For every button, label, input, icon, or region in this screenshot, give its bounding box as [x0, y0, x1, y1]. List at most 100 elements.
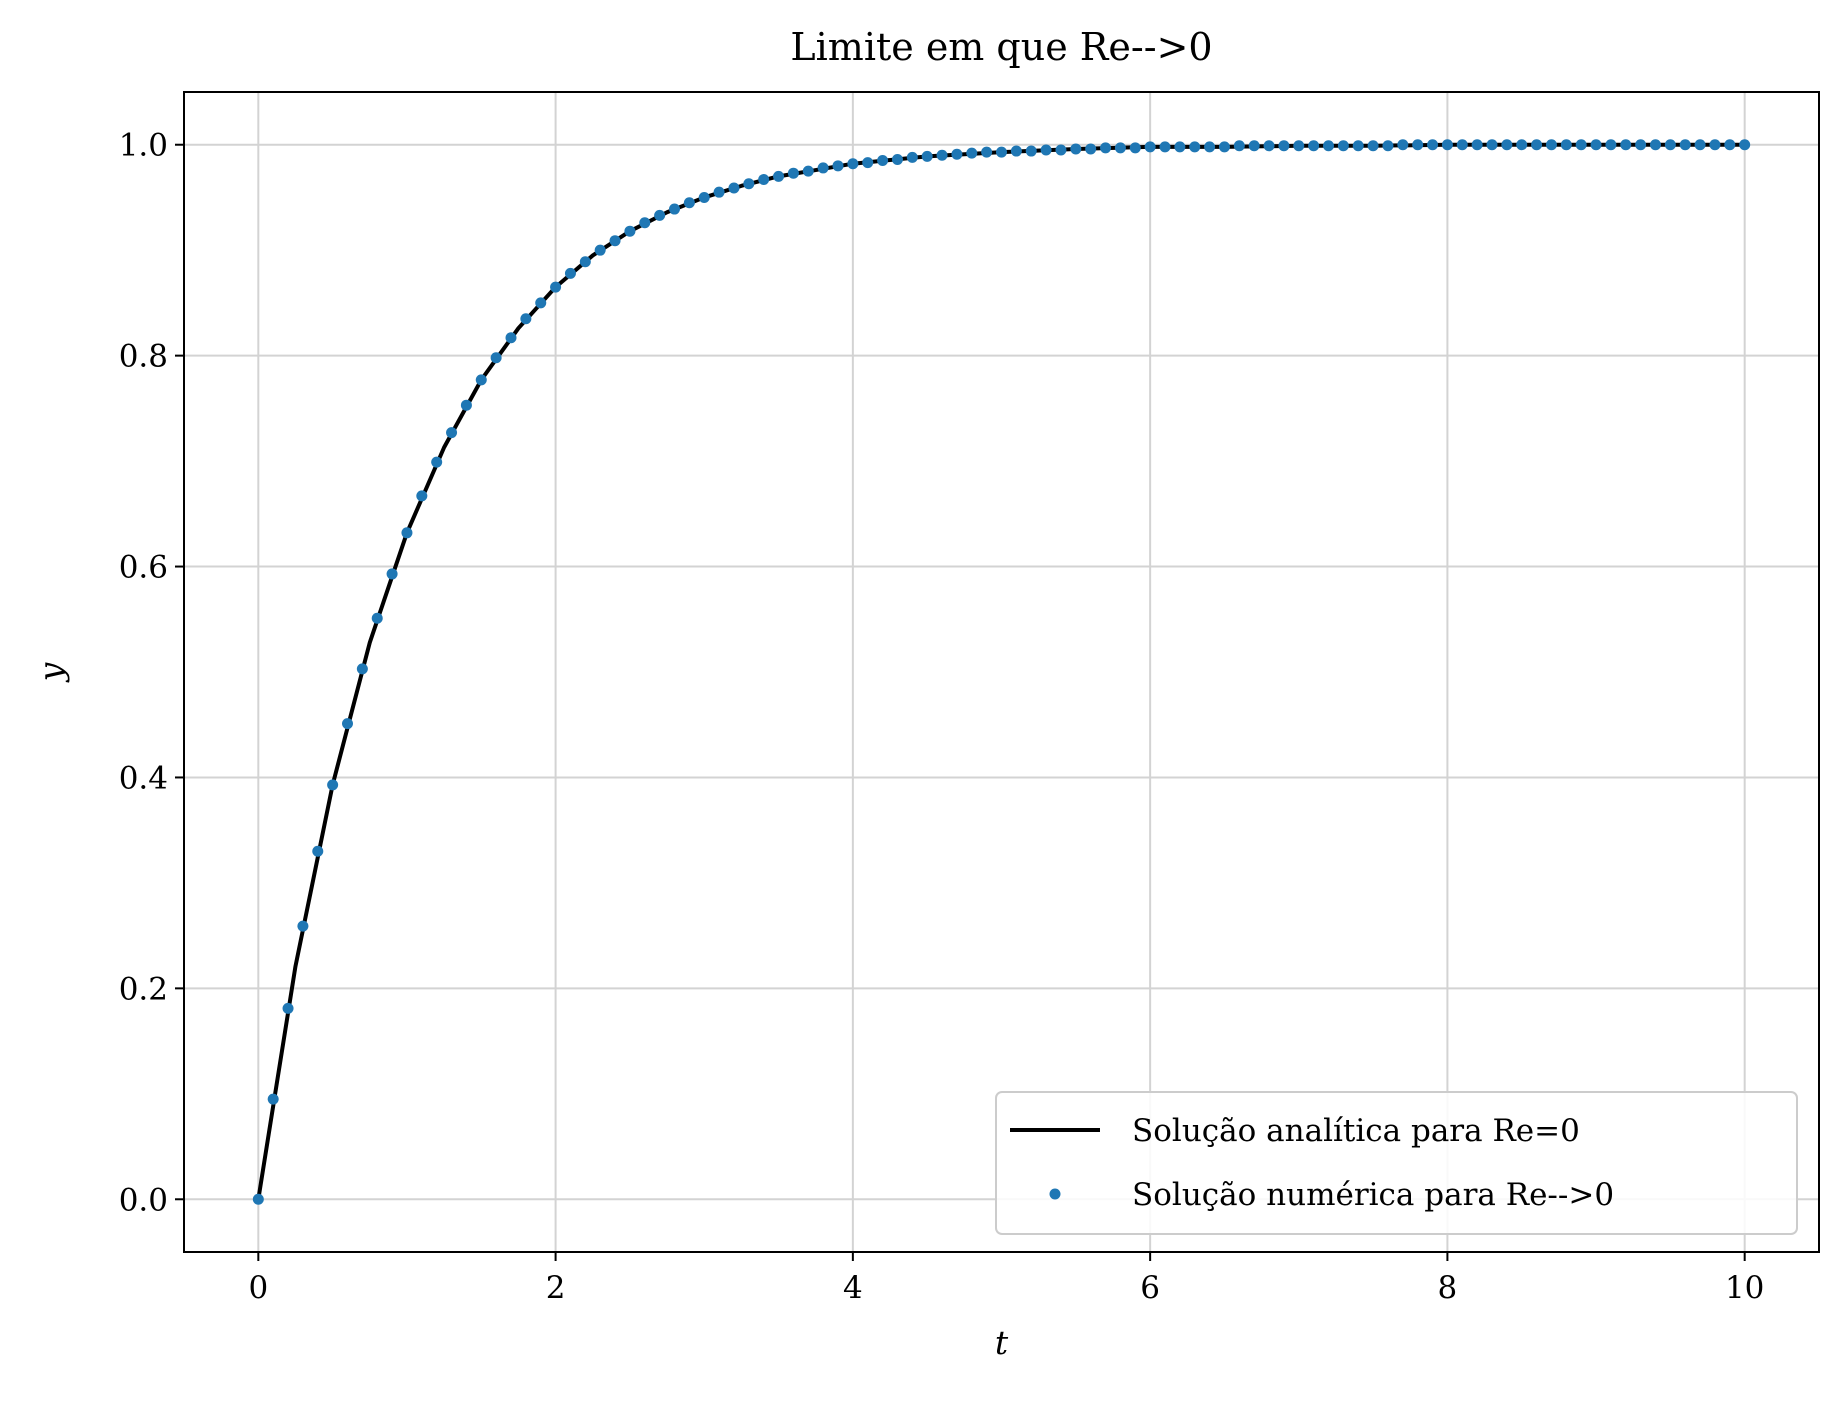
- x-tick-label: 6: [1140, 1270, 1160, 1306]
- numerical-solution-point: [1204, 141, 1216, 153]
- numerical-solution-point: [1516, 139, 1528, 151]
- numerical-solution-point: [1367, 140, 1379, 152]
- numerical-solution-point: [505, 332, 517, 344]
- numerical-solution-point: [1427, 139, 1439, 151]
- numerical-solution-point: [921, 150, 933, 162]
- numerical-solution-point: [832, 160, 844, 172]
- numerical-solution-point: [802, 165, 814, 177]
- numerical-solution-point: [416, 490, 428, 502]
- numerical-solution-point: [713, 186, 725, 198]
- numerical-solution-point: [342, 718, 353, 730]
- numerical-solution-point: [564, 267, 576, 279]
- numerical-solution-point: [1174, 141, 1186, 153]
- grid: [184, 92, 1819, 1252]
- numerical-solution-point: [1709, 139, 1721, 151]
- numerical-solution-point: [1724, 139, 1736, 151]
- y-tick-label: 0.6: [119, 550, 168, 586]
- numerical-solution-point: [401, 527, 413, 539]
- numerical-solution-point: [1263, 140, 1275, 152]
- numerical-solution-point: [1159, 141, 1171, 153]
- numerical-solution-point: [1605, 139, 1617, 151]
- numerical-solution-point: [951, 148, 963, 160]
- numerical-solution-point: [1620, 139, 1632, 151]
- legend-label-numerical: Solução numérica para Re-->0: [1132, 1177, 1614, 1213]
- numerical-solution-point: [312, 845, 324, 857]
- numerical-solution-point: [728, 182, 740, 194]
- numerical-solution-point: [520, 313, 532, 325]
- numerical-solution-point: [773, 170, 785, 182]
- numerical-solution-point: [356, 663, 368, 675]
- numerical-solution-point: [1412, 139, 1424, 151]
- numerical-solution-point: [862, 157, 874, 169]
- numerical-solution-point: [431, 456, 443, 468]
- numerical-solution-point: [654, 209, 666, 221]
- numerical-solution-point: [1248, 140, 1260, 152]
- numerical-solution-point: [386, 568, 398, 580]
- x-tick-label: 2: [546, 1270, 566, 1306]
- numerical-solution-point: [1635, 139, 1647, 151]
- numerical-solution-point: [1218, 141, 1230, 153]
- numerical-solution-point: [460, 399, 472, 411]
- numerical-solution-point: [1382, 140, 1394, 152]
- plot-area-frame: [183, 91, 1820, 1253]
- numerical-solution-point: [594, 244, 606, 256]
- numerical-solution-point: [1739, 139, 1751, 151]
- numerical-solution-point: [1575, 139, 1587, 151]
- numerical-solution-point: [1233, 140, 1245, 152]
- y-tick-label: 0.8: [119, 339, 168, 375]
- legend-label-analytical: Solução analítica para Re=0: [1132, 1113, 1580, 1149]
- numerical-solution-point: [490, 352, 502, 364]
- numerical-solution-point: [1040, 144, 1052, 156]
- legend: Solução analítica para Re=0 Solução numé…: [995, 1091, 1798, 1235]
- numerical-solution-point: [1100, 142, 1112, 154]
- y-axis-label: y: [31, 662, 70, 683]
- numerical-solution-point: [446, 427, 458, 439]
- x-tick-label: 4: [843, 1270, 863, 1306]
- numerical-solution-point: [966, 147, 978, 159]
- numerical-solution-point: [683, 197, 695, 209]
- numerical-solution-point: [1144, 141, 1156, 153]
- x-tick-label: 8: [1438, 1270, 1458, 1306]
- numerical-solution-point: [1352, 140, 1364, 152]
- numerical-solution-point: [1189, 141, 1201, 153]
- legend-marker-swatch: [1049, 1188, 1061, 1200]
- numerical-solution-point: [743, 178, 755, 190]
- numerical-solution-point: [1010, 145, 1022, 157]
- x-tick-label: 10: [1725, 1270, 1764, 1306]
- numerical-solution-point: [817, 162, 829, 174]
- numerical-solution-point: [1545, 139, 1557, 151]
- numerical-solution-point: [327, 779, 339, 791]
- numerical-solution-point: [1025, 145, 1037, 157]
- numerical-solution-point: [1560, 139, 1572, 151]
- numerical-solution-point: [639, 217, 651, 229]
- numerical-solution-point: [981, 146, 993, 158]
- numerical-solution-point: [1293, 140, 1305, 152]
- numerical-solution-point: [906, 151, 918, 163]
- numerical-solution-point: [1278, 140, 1290, 152]
- numerical-solution-point: [1650, 139, 1661, 151]
- numerical-solution-point: [787, 167, 799, 179]
- numerical-solution-point: [371, 612, 383, 624]
- numerical-solution-point: [624, 225, 636, 237]
- numerical-solution-point: [535, 297, 547, 309]
- plot-series: [252, 139, 1751, 1205]
- numerical-solution-point: [1590, 139, 1602, 151]
- numerical-solution-point: [669, 203, 680, 215]
- numerical-solution-point: [475, 374, 487, 386]
- numerical-solution-point: [1085, 143, 1097, 155]
- numerical-solution-point: [877, 155, 889, 167]
- numerical-solution-point: [1486, 139, 1498, 151]
- legend-box: [995, 1091, 1798, 1235]
- numerical-solution-point: [1531, 139, 1543, 151]
- numerical-solution-point: [1694, 139, 1706, 151]
- numerical-solution-point: [579, 256, 591, 268]
- numerical-solution-point: [1441, 139, 1453, 151]
- numerical-solution-point: [936, 149, 948, 161]
- numerical-solution-point: [758, 174, 770, 186]
- numerical-solution-point: [996, 146, 1007, 158]
- numerical-solution-point: [891, 153, 903, 165]
- y-tick-label: 1.0: [119, 128, 168, 164]
- numerical-solution-point: [609, 235, 621, 247]
- numerical-solution-point: [1129, 142, 1141, 154]
